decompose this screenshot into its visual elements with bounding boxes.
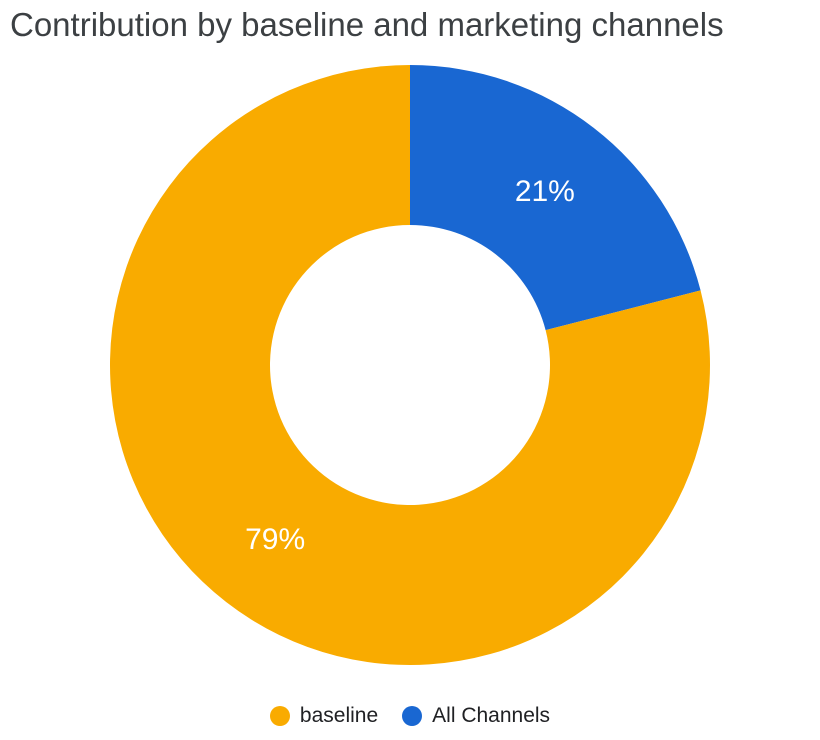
legend-item[interactable]: baseline (269, 704, 379, 728)
chart-title: Contribution by baseline and marketing c… (10, 6, 724, 43)
legend-label: All Channels (432, 704, 551, 727)
legend: baseline All Channels (0, 704, 820, 728)
legend-item[interactable]: All Channels (402, 704, 550, 728)
donut-chart: 21% 79% (110, 65, 711, 665)
legend-dot-icon (269, 706, 290, 726)
slice-baseline[interactable] (110, 65, 711, 665)
data-label: 79% (245, 523, 305, 556)
legend-dot-icon (402, 706, 423, 726)
legend-label: baseline (299, 704, 379, 727)
slice-all-channels[interactable] (410, 65, 701, 331)
data-label: 21% (515, 175, 575, 208)
